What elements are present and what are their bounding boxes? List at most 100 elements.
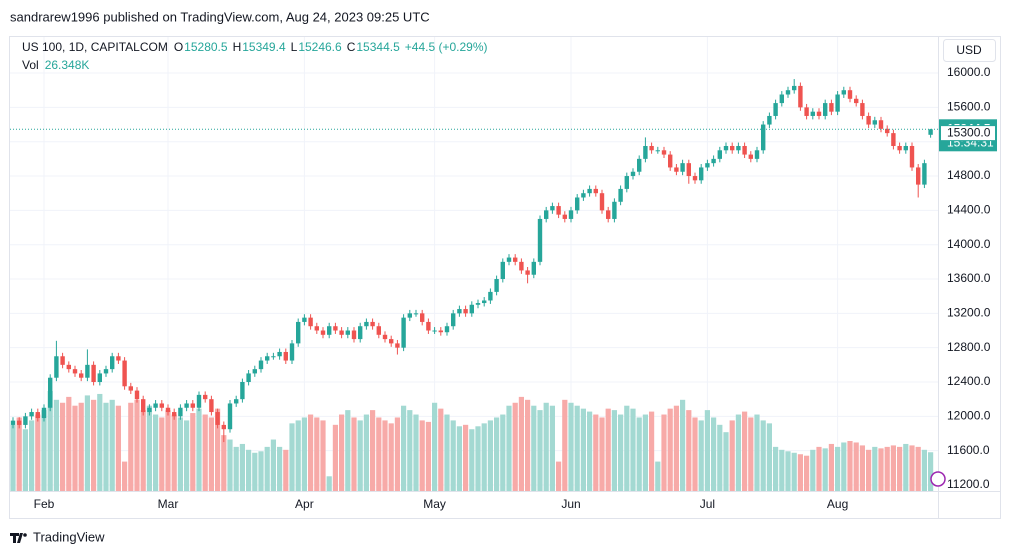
candle-body [29, 412, 34, 417]
volume-bar [227, 439, 233, 491]
volume-bar [295, 420, 301, 491]
candle-body [500, 261, 505, 280]
volume-bar [866, 449, 872, 491]
candle-body [674, 167, 679, 172]
candle-body [792, 85, 797, 91]
volume-bar [804, 455, 810, 491]
candle-body [23, 416, 28, 425]
candle-body [711, 158, 716, 164]
volume-bar [624, 405, 630, 491]
brand-logo [10, 533, 27, 543]
x-tick-label: Aug [827, 497, 848, 511]
event-marker[interactable] [930, 471, 946, 487]
ohlc-letter: H [233, 40, 242, 54]
ohlc-letter: O [174, 40, 183, 54]
candle-body [550, 206, 555, 211]
volume-bar [221, 435, 227, 491]
candle-body [172, 412, 177, 417]
candle-body [742, 145, 747, 155]
candle-body [494, 279, 499, 292]
candle-body [488, 291, 493, 301]
volume-bar [122, 461, 128, 491]
volume-bar [766, 423, 772, 491]
candle-body [779, 94, 784, 104]
volume-bar [332, 424, 338, 491]
candle-body [339, 330, 344, 335]
symbol-label: US 100, 1D, CAPITALCOM [22, 40, 168, 54]
candle-body [289, 343, 295, 361]
candle-body [661, 150, 667, 155]
candle-body [308, 317, 313, 327]
candle-body [624, 176, 629, 189]
ohlc-letter: C [347, 40, 356, 54]
volume-bar [196, 408, 202, 491]
volume-bar [252, 452, 258, 491]
y-tick-label: 14800.0 [947, 168, 991, 182]
volume-bar [283, 449, 289, 491]
candle-body [891, 133, 896, 146]
volume-bar [698, 420, 704, 491]
candle-body [829, 103, 834, 112]
volume-bar [661, 414, 667, 491]
volume-bar [525, 399, 531, 491]
volume-bar [915, 446, 921, 491]
brand-name: TradingView [33, 529, 105, 544]
grid [10, 37, 938, 491]
candle-body [773, 103, 778, 116]
candle-body [10, 420, 16, 425]
candle-body [736, 145, 741, 151]
volume-bar [500, 414, 506, 491]
published-note: sandrarew1996 published on TradingView.c… [10, 9, 430, 24]
candle-body [618, 188, 623, 202]
volume-bar [636, 417, 642, 491]
currency-button[interactable] [943, 39, 996, 62]
volume-bar [549, 405, 555, 491]
volume-bar [450, 420, 456, 491]
candle-body [916, 167, 921, 185]
volume-bar [810, 449, 816, 491]
volume-bar [742, 411, 748, 491]
volume-bar [630, 408, 636, 491]
candle-body [234, 399, 239, 404]
candle-body [345, 330, 350, 335]
candle-body [785, 90, 791, 95]
currency-label[interactable]: USD [956, 43, 982, 57]
candle-body [178, 407, 183, 417]
candle-body [60, 356, 65, 365]
volume-bar [928, 452, 934, 491]
candle-body [630, 171, 636, 177]
volume-bar [562, 399, 568, 491]
volume-bar [797, 454, 803, 491]
price-marker-label: 15300.0 [947, 125, 991, 139]
volume-bar [153, 414, 159, 491]
candle-body [91, 364, 96, 383]
volume-bar [649, 411, 655, 491]
x-tick-label: May [423, 497, 446, 511]
candle-body [519, 261, 524, 271]
candle-body [116, 356, 121, 361]
candle-body [878, 120, 884, 129]
volume-bar [97, 393, 103, 491]
candle-body [382, 334, 388, 340]
candle-body [327, 326, 332, 335]
volume-bar [159, 417, 165, 491]
volume-bar [785, 451, 791, 491]
volume-bar [822, 448, 828, 491]
volume-bar [884, 446, 890, 491]
candle-body [165, 407, 171, 413]
candle-body [686, 163, 691, 177]
volume-bar [791, 452, 797, 491]
volume-bar [717, 424, 723, 491]
candle-body [48, 377, 53, 408]
x-tick-label: Jun [561, 497, 580, 511]
candle-body [438, 330, 443, 333]
candle-body [699, 167, 704, 181]
candle-body [283, 351, 288, 361]
volume-bar [611, 410, 617, 491]
volume-bar [711, 417, 717, 491]
candle-body [128, 386, 133, 391]
volume-bar [909, 445, 915, 491]
volume-bar [60, 402, 66, 491]
